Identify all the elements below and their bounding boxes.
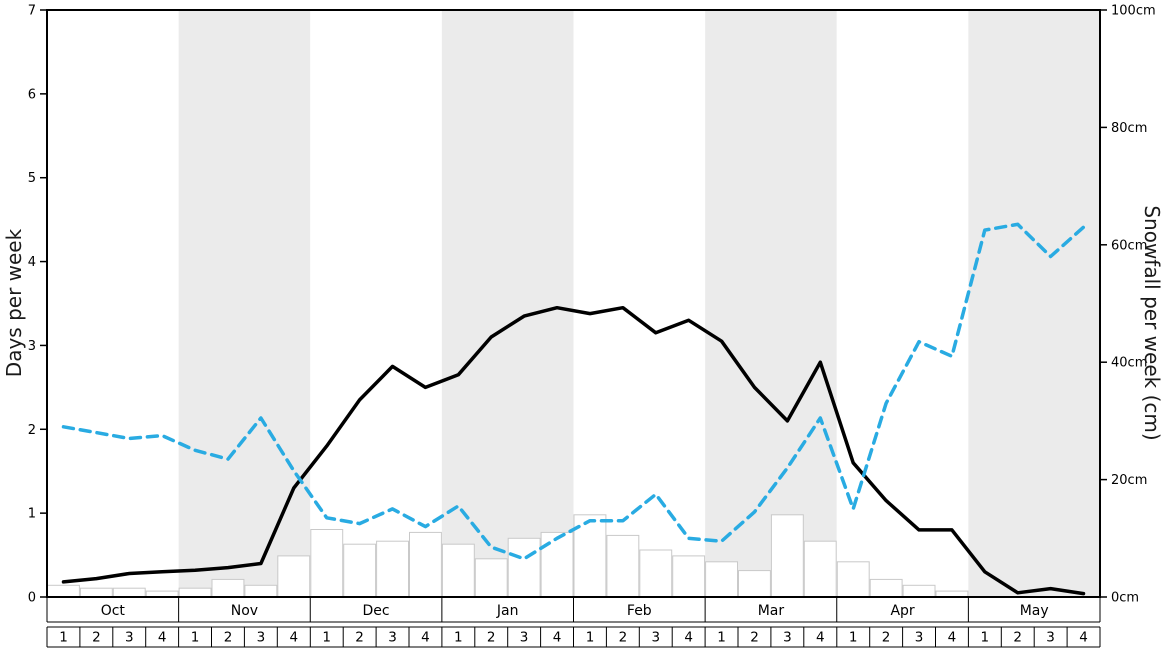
month-band-nov	[178, 10, 311, 597]
snowfall-bar	[869, 578, 903, 598]
week-label: 3	[388, 630, 397, 646]
snowfall-bar	[112, 587, 146, 598]
week-label: 3	[125, 630, 134, 646]
month-label: Nov	[231, 603, 258, 619]
snowfall-bar	[606, 534, 640, 598]
month-band-oct	[47, 10, 179, 597]
snowfall-bar	[836, 561, 870, 598]
snowfall-bar	[902, 584, 936, 598]
left-axis-tick-label: 1	[28, 507, 36, 522]
week-label: 3	[1046, 630, 1055, 646]
week-label: 2	[487, 630, 496, 646]
week-label: 4	[421, 630, 430, 646]
month-band-mar	[705, 10, 837, 597]
left-axis-tick-label: 7	[28, 4, 36, 19]
snowfall-bar	[507, 537, 541, 598]
week-label: 2	[750, 630, 759, 646]
week-label: 2	[1013, 630, 1022, 646]
month-label: Apr	[890, 603, 914, 619]
week-label: 3	[257, 630, 266, 646]
left-axis-tick-label: 3	[28, 339, 36, 354]
month-band-jan	[441, 10, 574, 597]
right-axis-tick-label: 40cm	[1111, 356, 1147, 371]
week-label: 2	[92, 630, 101, 646]
week-label: 1	[981, 630, 990, 646]
days-per-week-line	[61, 305, 1086, 596]
left-axis-tick-label: 0	[28, 591, 36, 606]
snowfall-bar	[705, 561, 738, 598]
snowfall-bar	[376, 540, 410, 598]
week-label: 4	[816, 630, 825, 646]
week-label: 1	[717, 630, 726, 646]
snowfall-bar	[310, 529, 344, 598]
left-axis-tick-label: 4	[28, 255, 36, 270]
right-axis-tick-label: 20cm	[1111, 473, 1147, 488]
left-axis-tick-label: 5	[28, 171, 36, 186]
week-label: 2	[224, 630, 233, 646]
snowfall-bar	[47, 584, 80, 598]
week-label: 1	[191, 630, 200, 646]
right-axis-tick-label: 100cm	[1111, 4, 1156, 19]
week-label: 1	[322, 630, 331, 646]
month-label: Jan	[496, 603, 519, 619]
right-axis-tick-label: 0cm	[1111, 591, 1139, 606]
week-label: 4	[684, 630, 693, 646]
right-axis-tick-label: 80cm	[1111, 121, 1147, 136]
month-band-may	[968, 10, 1100, 597]
snowfall-bar	[803, 540, 837, 598]
week-label: 3	[652, 630, 661, 646]
week-label: 1	[586, 630, 595, 646]
month-label: Mar	[758, 603, 785, 619]
week-label: 4	[948, 630, 957, 646]
week-label: 2	[355, 630, 364, 646]
left-axis-tick-label: 6	[28, 87, 36, 102]
month-label: Oct	[101, 603, 126, 619]
week-label: 1	[59, 630, 68, 646]
week-label: 4	[553, 630, 562, 646]
snowfall-bar	[474, 558, 508, 598]
snowfall-bar	[540, 531, 574, 598]
right-axis-tick-label: 60cm	[1111, 238, 1147, 253]
month-band-apr	[836, 10, 969, 597]
snowfall-bar	[211, 578, 245, 598]
snowfall-bar	[573, 514, 607, 598]
week-label: 3	[520, 630, 529, 646]
month-band-feb	[573, 10, 706, 597]
week-label: 1	[849, 630, 858, 646]
week-label: 2	[882, 630, 891, 646]
week-label: 3	[783, 630, 792, 646]
avg-snowfall-line	[61, 222, 1086, 561]
week-label: 4	[1079, 630, 1088, 646]
snowfall-bar	[672, 555, 706, 598]
left-axis-tick-label: 2	[28, 423, 36, 438]
snowfall-bar	[79, 587, 113, 598]
month-label: Dec	[363, 603, 390, 619]
snowfall-bar	[409, 531, 442, 598]
week-label: 4	[158, 630, 167, 646]
left-axis-title: Days per week	[2, 228, 26, 378]
snowfall-bar	[277, 555, 311, 598]
snowfall-bar	[738, 570, 771, 598]
snowfall-bar	[441, 543, 475, 598]
snowfall-bar	[770, 514, 804, 598]
week-label: 2	[619, 630, 628, 646]
right-axis-title: Snowfall per week (cm)	[1140, 205, 1164, 441]
snowfall-bar	[343, 543, 377, 598]
week-label: 4	[290, 630, 299, 646]
snowfall-bar	[639, 549, 673, 598]
week-label: 3	[915, 630, 924, 646]
snowfall-bar	[178, 587, 212, 598]
month-label: May	[1020, 603, 1049, 619]
snowfall-bar	[244, 584, 278, 598]
month-band-dec	[310, 10, 442, 597]
week-label: 1	[454, 630, 463, 646]
month-label: Feb	[627, 603, 652, 619]
